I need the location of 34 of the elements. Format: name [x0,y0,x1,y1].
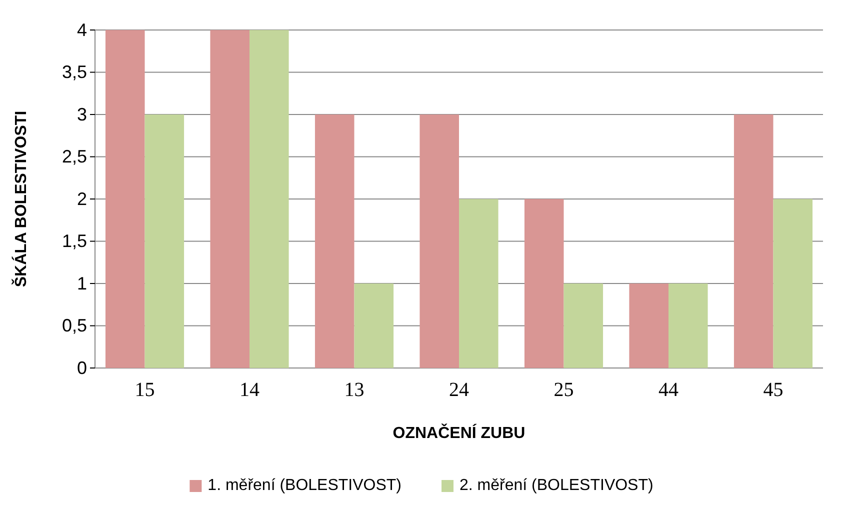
y-tick-label: 0 [76,358,87,378]
x-tick-label: 14 [240,379,260,402]
y-tick-label: 3 [76,104,87,124]
y-tick-label: 4 [76,20,87,40]
bar [250,30,289,368]
bar [668,284,708,368]
y-tick-label: 1,5 [62,231,87,252]
bar [210,30,250,368]
x-tick-label: 44 [658,379,678,402]
bar [420,114,459,368]
bar [564,284,604,368]
bar [314,114,354,368]
y-tick-label: 1 [76,273,87,294]
y-tick-label: 2,5 [62,146,87,167]
bar [524,199,564,368]
bar [354,284,394,368]
y-tick-label: 0,5 [62,316,87,336]
bar [459,199,498,368]
y-axis-title: ŠKÁLA BOLESTIVOSTI [11,110,30,288]
x-tick-label: 24 [449,379,469,402]
legend-label: 2. měření (BOLESTIVOST) [460,477,654,494]
bar [734,114,774,368]
bar [773,199,813,368]
x-tick-label: 15 [134,379,155,402]
x-tick-label: 45 [763,379,784,402]
y-tick-label: 3,5 [62,62,87,82]
x-tick-label: 25 [554,379,574,402]
bar [629,284,668,368]
bar [144,114,184,368]
y-tick-label: 2 [76,188,87,209]
x-axis-title: OZNAČENÍ ZUBU [392,423,526,442]
legend-label: 1. měření (BOLESTIVOST) [208,477,402,494]
bar [105,30,145,368]
x-tick-label: 13 [344,379,364,402]
